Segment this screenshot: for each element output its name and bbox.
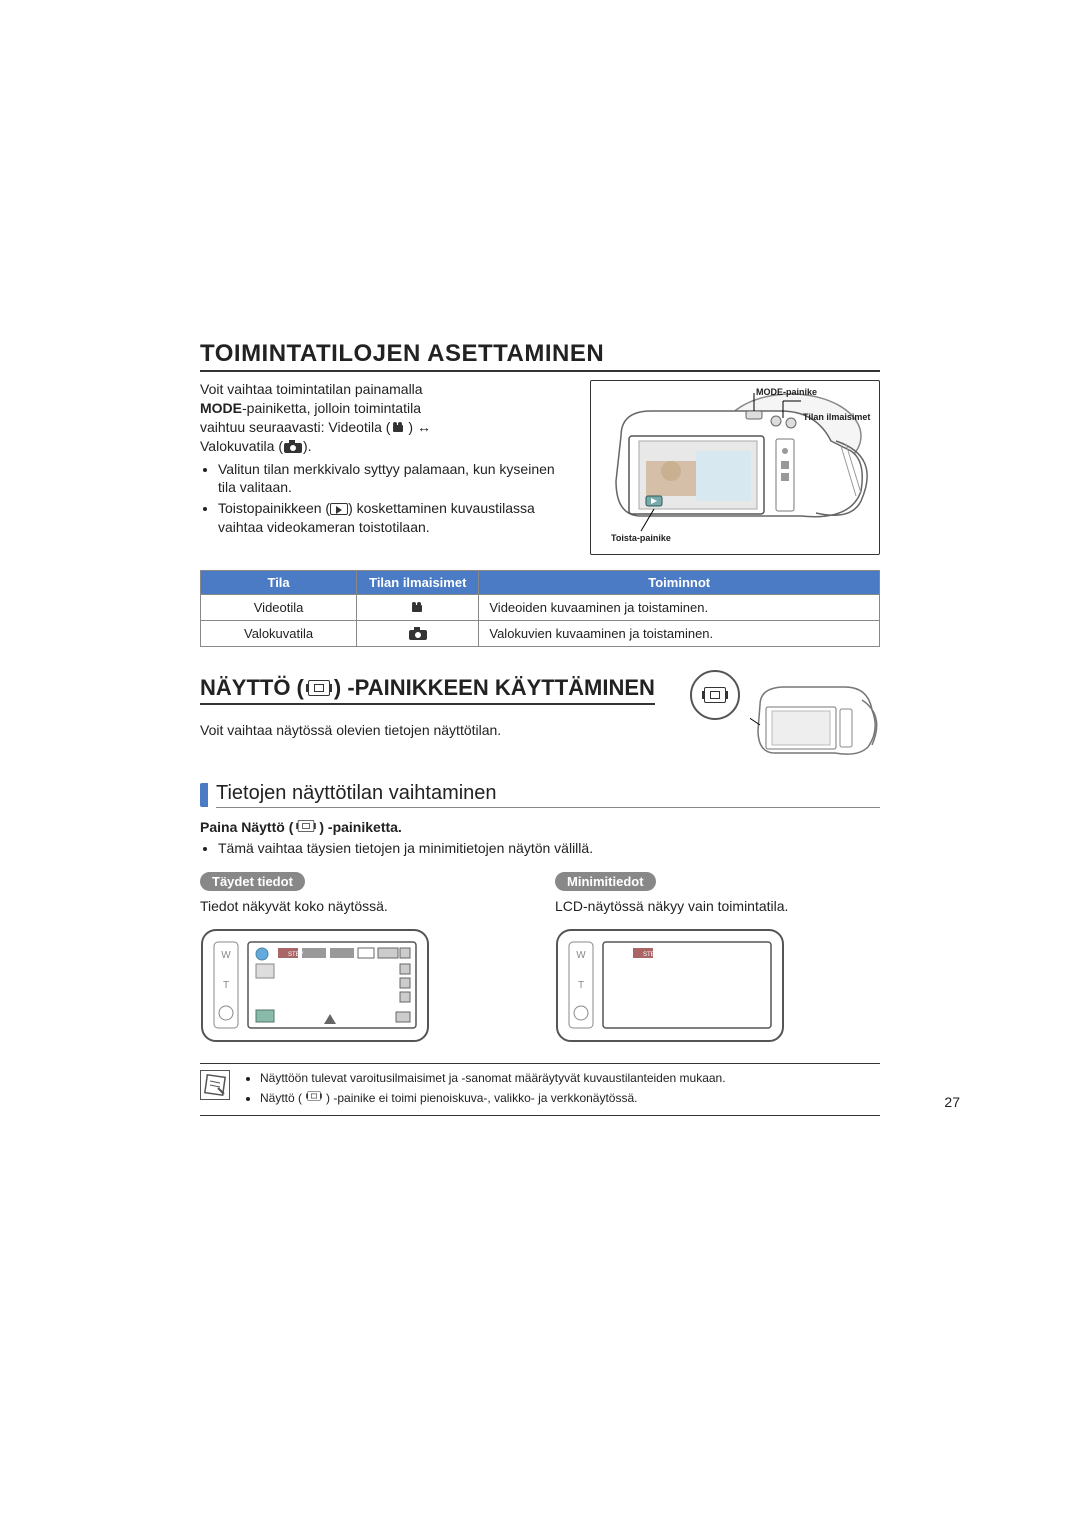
section1-title: TOIMINTATILOJEN ASETTAMINEN bbox=[200, 340, 880, 372]
instr-after: ) -painiketta. bbox=[319, 819, 401, 835]
mode-word: MODE bbox=[200, 400, 242, 416]
instruction-bullet: Tämä vaihtaa täysien tietojen ja minimit… bbox=[218, 839, 880, 858]
intro-bullets: Valitun tilan merkkivalo syttyy palamaan… bbox=[218, 460, 570, 538]
section2-title: NÄYTTÖ ( ) -PAINIKKEEN KÄYTTÄMINEN bbox=[200, 675, 655, 705]
photo-icon bbox=[408, 627, 428, 641]
mode-table: Tila Tilan ilmaisimet Toiminnot Videotil… bbox=[200, 570, 880, 647]
cell-icon-0 bbox=[357, 595, 479, 621]
cell-desc-0: Videoiden kuvaaminen ja toistaminen. bbox=[479, 595, 880, 621]
manual-page: TOIMINTATILOJEN ASETTAMINEN Voit vaihtaa… bbox=[200, 340, 880, 1116]
play-icon bbox=[330, 503, 348, 515]
intro-row: Voit vaihtaa toimintatilan painamalla MO… bbox=[200, 380, 880, 555]
display-button-icon bbox=[704, 687, 726, 703]
display-button-icon bbox=[298, 820, 315, 832]
table-row: Valokuvatila Valokuvien kuvaaminen ja to… bbox=[201, 621, 880, 647]
section2-intro: Voit vaihtaa näytössä olevien tietojen n… bbox=[200, 721, 680, 740]
h2-before: NÄYTTÖ ( bbox=[200, 675, 304, 701]
th-tila: Tila bbox=[201, 571, 357, 595]
intro-line1: Voit vaihtaa toimintatilan painamalla bbox=[200, 381, 423, 397]
note2-before: Näyttö ( bbox=[260, 1091, 302, 1105]
bullet-1: Valitun tilan merkkivalo syttyy palamaan… bbox=[218, 460, 570, 498]
svg-text:W: W bbox=[576, 950, 586, 961]
note-item-1: Näyttöön tulevat varoitusilmaisimet ja -… bbox=[260, 1070, 726, 1087]
section2-heading-row: NÄYTTÖ ( ) -PAINIKKEEN KÄYTTÄMINEN Voit … bbox=[200, 675, 880, 770]
min-info-pill: Minimitiedot bbox=[555, 872, 656, 891]
table-row: Videotila Videoiden kuvaaminen ja toista… bbox=[201, 595, 880, 621]
subsection-bar: Tietojen näyttötilan vaihtaminen bbox=[200, 782, 880, 808]
cell-desc-1: Valokuvien kuvaaminen ja toistaminen. bbox=[479, 621, 880, 647]
th-toiminnot: Toiminnot bbox=[479, 571, 880, 595]
intro-line3a: vaihtuu seuraavasti: Videotila ( bbox=[200, 419, 390, 435]
cell-icon-1 bbox=[357, 621, 479, 647]
callout-toista: Toista-painike bbox=[611, 533, 671, 543]
h2-after: ) -PAINIKKEEN KÄYTTÄMINEN bbox=[334, 675, 655, 701]
intro-line4b: ). bbox=[303, 438, 312, 454]
instruction-bullets: Tämä vaihtaa täysien tietojen ja minimit… bbox=[218, 839, 880, 858]
instr-before: Paina Näyttö ( bbox=[200, 819, 293, 835]
svg-text:W: W bbox=[221, 950, 231, 961]
full-info-pill: Täydet tiedot bbox=[200, 872, 305, 891]
bullet2-before: Toistopainikkeen ( bbox=[218, 500, 330, 516]
intro-line3b: ) ↔ bbox=[408, 419, 431, 435]
callout-tilan-text: Tilan ilmaisimet bbox=[803, 413, 870, 423]
callout-tilan: Tilan ilmaisimet bbox=[803, 413, 870, 423]
blue-tab-icon bbox=[200, 783, 208, 807]
note2-after: ) -painike ei toimi pienoiskuva-, valikk… bbox=[326, 1091, 637, 1105]
cell-mode-0: Videotila bbox=[201, 595, 357, 621]
video-icon bbox=[390, 420, 408, 432]
display-button-icon bbox=[308, 680, 330, 696]
display-button-circle bbox=[690, 670, 740, 720]
callout-mode: MODE-painike bbox=[756, 387, 817, 397]
svg-text:T: T bbox=[223, 980, 229, 991]
min-info-col: Minimitiedot LCD-näytössä näkyy vain toi… bbox=[555, 872, 880, 1043]
note-item-2: Näyttö ( ) -painike ei toimi pienoiskuva-… bbox=[260, 1088, 726, 1107]
svg-text:T: T bbox=[578, 980, 584, 991]
intro-text-block: Voit vaihtaa toimintatilan painamalla MO… bbox=[200, 380, 570, 555]
min-info-text: LCD-näytössä näkyy vain toimintatila. bbox=[555, 897, 880, 916]
th-ilmaisimet: Tilan ilmaisimet bbox=[357, 571, 479, 595]
subsection-title: Tietojen näyttötilan vaihtaminen bbox=[216, 782, 880, 808]
display-modes-row: Täydet tiedot Tiedot näkyvät koko näytös… bbox=[200, 872, 880, 1043]
photo-icon bbox=[283, 440, 303, 454]
full-info-col: Täydet tiedot Tiedot näkyvät koko näytös… bbox=[200, 872, 525, 1043]
note-box: Näyttöön tulevat varoitusilmaisimet ja -… bbox=[200, 1063, 880, 1117]
lcd-min-diagram: W T STBY bbox=[555, 928, 785, 1043]
camera-diagram: MODE-painike Tilan ilmaisimet Toista-pai… bbox=[590, 380, 880, 555]
lcd-full-diagram: W T bbox=[200, 928, 430, 1043]
svg-text:STBY: STBY bbox=[288, 952, 304, 958]
note-list: Näyttöön tulevat varoitusilmaisimet ja -… bbox=[260, 1070, 726, 1110]
note-icon bbox=[200, 1070, 230, 1100]
intro-line2b: -painiketta, jolloin toimintatila bbox=[242, 400, 421, 416]
bullet-2: Toistopainikkeen () koskettaminen kuvaus… bbox=[218, 499, 570, 537]
display-button-icon bbox=[307, 1092, 320, 1102]
video-icon bbox=[409, 602, 427, 614]
page-number: 27 bbox=[944, 1094, 960, 1110]
full-info-text: Tiedot näkyvät koko näytössä. bbox=[200, 897, 525, 916]
instruction-line: Paina Näyttö ( ) -painiketta. bbox=[200, 818, 880, 837]
mini-camera-diagram bbox=[750, 675, 880, 770]
intro-line4a: Valokuvatila ( bbox=[200, 438, 283, 454]
cell-mode-1: Valokuvatila bbox=[201, 621, 357, 647]
svg-text:STBY: STBY bbox=[643, 952, 659, 958]
